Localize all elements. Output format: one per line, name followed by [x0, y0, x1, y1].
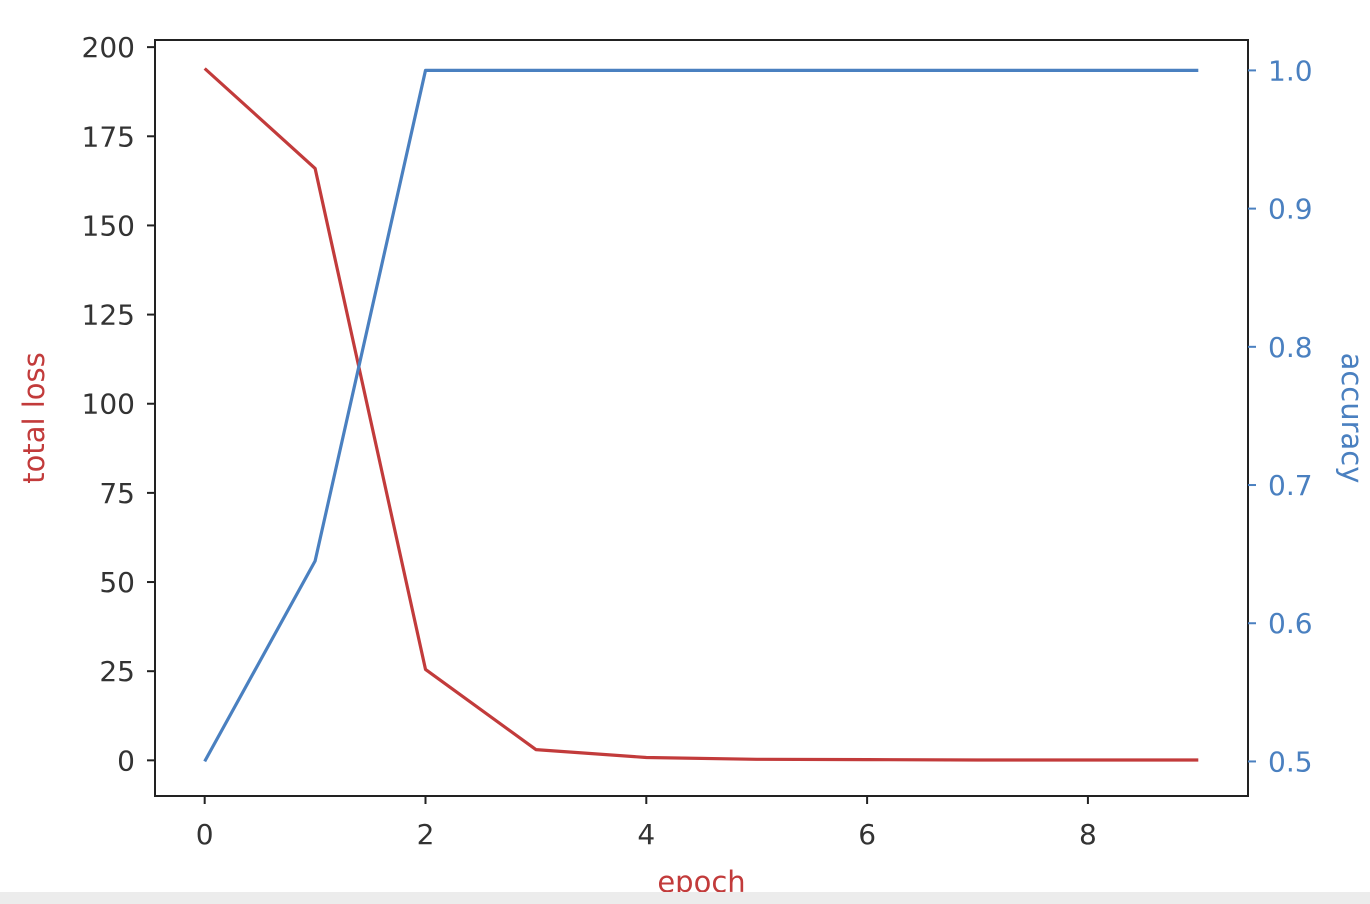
x-tick-label: 8 [1079, 818, 1097, 851]
left-tick-label: 75 [99, 477, 135, 510]
left-y-axis-label: total loss [17, 352, 51, 484]
right-tick-label: 0.5 [1268, 745, 1313, 778]
x-axis-ticks: 0 2 4 6 8 [196, 796, 1097, 851]
left-tick-label: 100 [82, 388, 135, 421]
bottom-edge-strip [0, 892, 1370, 904]
right-tick-label: 0.7 [1268, 469, 1313, 502]
left-tick-label: 125 [82, 299, 135, 332]
left-tick-label: 200 [82, 31, 135, 64]
left-tick-label: 175 [82, 120, 135, 153]
x-tick-label: 0 [196, 818, 214, 851]
left-axis-ticks: 0 25 50 75 100 125 150 175 200 [82, 31, 155, 777]
left-tick-label: 150 [82, 209, 135, 242]
right-tick-label: 0.8 [1268, 331, 1313, 364]
plot-area-frame [154, 39, 1249, 797]
x-axis-label: epoch [657, 865, 745, 892]
series-layer [203, 67, 1199, 763]
left-tick-label: 50 [99, 566, 135, 599]
x-tick-label: 4 [637, 818, 655, 851]
x-tick-label: 2 [417, 818, 435, 851]
right-y-axis-label: accuracy [1335, 353, 1369, 484]
left-tick-label: 0 [117, 744, 135, 777]
right-tick-label: 0.9 [1268, 193, 1313, 226]
total-loss-line [203, 67, 1199, 762]
right-axis-ticks: 0.5 0.6 0.7 0.8 0.9 1.0 [1248, 54, 1313, 778]
x-tick-label: 6 [858, 818, 876, 851]
right-tick-label: 0.6 [1268, 607, 1313, 640]
right-tick-label: 1.0 [1268, 54, 1313, 87]
left-tick-label: 25 [99, 655, 135, 688]
accuracy-line [203, 68, 1199, 763]
